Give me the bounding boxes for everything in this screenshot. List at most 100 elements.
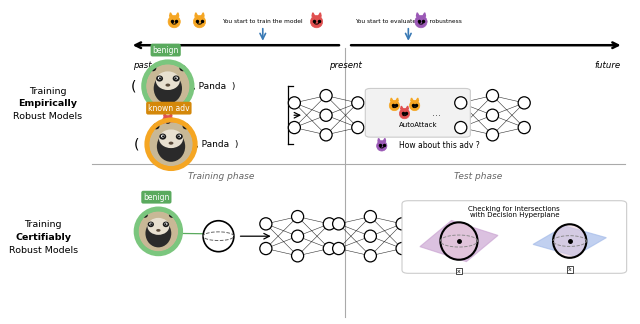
- Polygon shape: [422, 13, 426, 17]
- Ellipse shape: [178, 135, 180, 137]
- Ellipse shape: [320, 89, 332, 102]
- Ellipse shape: [389, 100, 399, 111]
- Polygon shape: [176, 13, 179, 17]
- Ellipse shape: [169, 212, 175, 218]
- Text: future: future: [594, 61, 620, 70]
- Ellipse shape: [145, 219, 172, 247]
- Ellipse shape: [396, 218, 408, 230]
- Ellipse shape: [144, 62, 191, 110]
- Text: Training: Training: [29, 87, 67, 96]
- Ellipse shape: [173, 75, 180, 82]
- Polygon shape: [318, 13, 321, 17]
- Text: How about this adv ?: How about this adv ?: [399, 141, 480, 150]
- Text: You start to train the model: You start to train the model: [223, 19, 303, 24]
- Ellipse shape: [376, 141, 387, 151]
- Ellipse shape: [486, 129, 499, 141]
- Polygon shape: [406, 106, 408, 110]
- Ellipse shape: [179, 65, 186, 71]
- Ellipse shape: [553, 224, 586, 258]
- Ellipse shape: [518, 122, 531, 134]
- Ellipse shape: [163, 222, 169, 227]
- Ellipse shape: [150, 65, 156, 71]
- Text: with Decision Hyperplane: with Decision Hyperplane: [470, 213, 559, 218]
- Ellipse shape: [159, 133, 166, 140]
- Ellipse shape: [364, 211, 376, 223]
- Ellipse shape: [166, 84, 170, 87]
- Text: benign: benign: [143, 193, 170, 202]
- Ellipse shape: [136, 209, 180, 253]
- Ellipse shape: [168, 142, 173, 145]
- Text: Training phase: Training phase: [188, 172, 255, 181]
- Ellipse shape: [333, 218, 345, 230]
- Ellipse shape: [174, 76, 178, 80]
- Ellipse shape: [164, 223, 168, 226]
- Ellipse shape: [163, 116, 173, 126]
- Ellipse shape: [292, 230, 303, 242]
- Text: x: x: [457, 269, 461, 273]
- Ellipse shape: [147, 218, 170, 235]
- Ellipse shape: [396, 242, 408, 255]
- Ellipse shape: [260, 242, 272, 255]
- Text: Certifiably: Certifiably: [15, 233, 71, 242]
- Text: present: present: [328, 61, 362, 70]
- Ellipse shape: [352, 97, 364, 109]
- Ellipse shape: [148, 222, 154, 227]
- Ellipse shape: [288, 97, 300, 109]
- Ellipse shape: [288, 122, 300, 134]
- Ellipse shape: [310, 16, 323, 28]
- Ellipse shape: [138, 211, 178, 251]
- Text: Robust Models: Robust Models: [13, 112, 82, 121]
- Ellipse shape: [399, 109, 410, 119]
- Text: known adv: known adv: [148, 104, 189, 113]
- Ellipse shape: [193, 16, 205, 28]
- Text: x̂: x̂: [568, 267, 572, 272]
- Ellipse shape: [157, 131, 185, 162]
- Polygon shape: [401, 106, 403, 110]
- Ellipse shape: [150, 223, 152, 225]
- Ellipse shape: [486, 89, 499, 102]
- Polygon shape: [383, 138, 385, 142]
- Polygon shape: [164, 113, 166, 117]
- Text: (: (: [134, 137, 140, 151]
- Ellipse shape: [410, 100, 420, 111]
- Ellipse shape: [159, 77, 161, 79]
- Text: past: past: [133, 61, 152, 70]
- Text: AutoAttack: AutoAttack: [399, 122, 437, 129]
- Text: ...: ...: [433, 108, 442, 118]
- Ellipse shape: [455, 122, 467, 134]
- Ellipse shape: [320, 109, 332, 121]
- Polygon shape: [533, 226, 606, 256]
- Polygon shape: [201, 13, 204, 17]
- Ellipse shape: [161, 134, 164, 138]
- Polygon shape: [195, 13, 198, 17]
- Ellipse shape: [168, 16, 180, 28]
- Text: benign: benign: [152, 46, 179, 54]
- Text: You start to evaluate the robustness: You start to evaluate the robustness: [355, 19, 462, 24]
- Ellipse shape: [156, 75, 163, 82]
- Text: , Panda  ): , Panda ): [193, 82, 235, 91]
- Ellipse shape: [333, 242, 345, 255]
- Ellipse shape: [164, 223, 166, 225]
- Polygon shape: [420, 220, 498, 261]
- Ellipse shape: [455, 97, 467, 109]
- Ellipse shape: [156, 229, 161, 232]
- Ellipse shape: [142, 212, 148, 218]
- Polygon shape: [169, 113, 172, 117]
- Ellipse shape: [440, 222, 477, 260]
- Text: Test phase: Test phase: [454, 172, 502, 181]
- Ellipse shape: [156, 71, 180, 90]
- Ellipse shape: [175, 77, 177, 79]
- Polygon shape: [396, 98, 398, 101]
- Ellipse shape: [323, 242, 335, 255]
- Polygon shape: [312, 13, 315, 17]
- Text: (: (: [131, 79, 136, 93]
- FancyBboxPatch shape: [365, 88, 470, 137]
- Ellipse shape: [149, 223, 152, 226]
- Ellipse shape: [159, 130, 183, 148]
- Polygon shape: [170, 13, 173, 17]
- Text: Training: Training: [24, 220, 62, 229]
- Text: Robust Models: Robust Models: [8, 246, 77, 255]
- Ellipse shape: [323, 218, 335, 230]
- Ellipse shape: [364, 250, 376, 262]
- Ellipse shape: [260, 218, 272, 230]
